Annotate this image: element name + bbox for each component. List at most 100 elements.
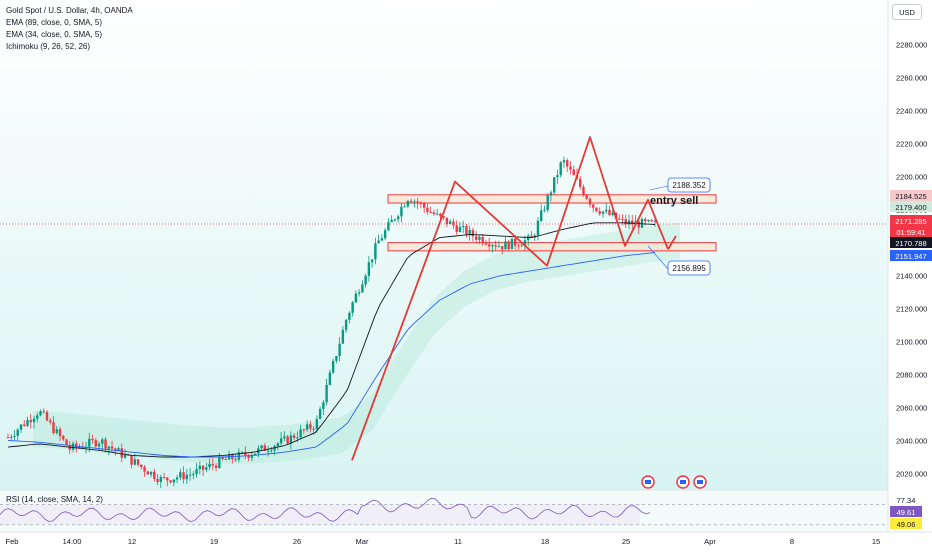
- candle-body: [621, 218, 624, 220]
- candle-body: [58, 429, 62, 436]
- target-callout-box: [667, 260, 711, 276]
- candle-body: [172, 479, 176, 483]
- candle-body: [637, 221, 640, 228]
- candle-body: [201, 465, 205, 470]
- candle-body: [605, 209, 608, 212]
- candle-body: [588, 198, 592, 205]
- symbol-title[interactable]: Gold Spot / U.S. Dollar, 4h, OANDA: [6, 6, 133, 15]
- candle-body: [123, 454, 127, 458]
- candle-body: [185, 474, 189, 480]
- ichimoku-legend[interactable]: Ichimoku (9, 26, 52, 26): [6, 42, 91, 51]
- price-badge: [890, 226, 932, 237]
- candle-body: [413, 201, 416, 203]
- candle-body: [354, 293, 358, 303]
- candle-body: [546, 195, 549, 210]
- candle-body: [166, 477, 169, 481]
- price-tick-label: 2060.000: [896, 404, 927, 413]
- candle-body: [566, 160, 569, 167]
- candle-body: [315, 418, 319, 430]
- candle-body: [374, 243, 377, 260]
- candle-body: [377, 240, 380, 244]
- candle-body: [101, 439, 104, 444]
- candle-body: [448, 221, 452, 225]
- ema-34-legend[interactable]: EMA (34, close, 0, SMA, 5): [6, 30, 103, 39]
- candle-body: [471, 230, 475, 237]
- rsi-badge-label: 77.34: [897, 496, 916, 505]
- double-top-pattern-line: [351, 136, 669, 461]
- candle-body: [234, 459, 237, 461]
- candle-body: [322, 402, 325, 409]
- rsi-badge: [890, 518, 922, 529]
- price-badge-label: 2179.400: [895, 203, 926, 212]
- candle-body: [452, 221, 455, 226]
- price-badge-label: 2171.285: [895, 217, 926, 226]
- candle-body: [13, 435, 16, 437]
- candle-body: [497, 246, 501, 248]
- price-badge-label: 2151.947: [895, 252, 926, 261]
- candle-body: [383, 230, 387, 239]
- candle-body: [387, 222, 390, 231]
- candle-body: [133, 459, 136, 465]
- rsi-legend[interactable]: RSI (14, close, SMA, 14, 2): [6, 495, 103, 504]
- candle-body: [71, 443, 75, 450]
- candle-body: [338, 343, 341, 357]
- resistance-callout-box: [667, 177, 711, 193]
- candle-body: [182, 472, 185, 480]
- candle-body: [579, 178, 582, 187]
- candle-body: [309, 424, 312, 429]
- candle-body: [156, 479, 159, 483]
- candle-body: [517, 245, 520, 247]
- time-axis-label: Apr: [704, 537, 716, 546]
- candle-body: [348, 312, 351, 320]
- candle-body: [341, 329, 345, 344]
- candle-body: [487, 244, 491, 247]
- candle-body: [94, 440, 97, 447]
- candle-body: [10, 436, 13, 438]
- candle-body: [140, 464, 143, 467]
- news-flag-stripe: [680, 480, 686, 484]
- candle-body: [325, 384, 328, 403]
- candle-body: [52, 422, 55, 434]
- candle-body: [276, 443, 280, 447]
- candle-body: [585, 194, 588, 199]
- news-flag-stripe: [645, 480, 651, 484]
- candle-body: [305, 424, 309, 430]
- candle-body: [289, 435, 293, 444]
- currency-button[interactable]: USD: [892, 4, 922, 20]
- candle-body: [432, 212, 436, 215]
- price-tick-label: 2240.000: [896, 107, 927, 116]
- candle-body: [211, 463, 215, 466]
- candle-body: [644, 219, 647, 222]
- candle-body: [91, 438, 94, 441]
- time-axis-label: Feb: [6, 537, 19, 546]
- candle-body: [244, 452, 247, 456]
- time-axis-label: 14:00: [63, 537, 82, 546]
- candle-body: [114, 448, 117, 451]
- entry-sell-label: entry sell: [650, 195, 698, 207]
- candle-body: [188, 474, 192, 476]
- price-tick-label: 2040.000: [896, 437, 927, 446]
- candle-body: [536, 220, 540, 236]
- ema-89-legend[interactable]: EMA (89, close, 0, SMA, 5): [6, 18, 103, 27]
- candle-body: [513, 238, 517, 246]
- price-badge: [890, 201, 932, 212]
- candle-body: [45, 412, 49, 421]
- candle-body: [442, 216, 445, 218]
- candle-body: [302, 429, 306, 431]
- candle-body: [559, 162, 562, 176]
- candle-body: [510, 238, 514, 250]
- resistance-callout-text: 2188.352: [672, 181, 706, 190]
- candle-body: [136, 459, 140, 465]
- candle-body: [592, 204, 595, 208]
- candle-body: [159, 476, 163, 483]
- candle-body: [205, 467, 208, 470]
- candle-body: [162, 476, 166, 478]
- candle-body: [153, 471, 156, 480]
- candle-body: [312, 428, 315, 430]
- candle-body: [149, 471, 153, 475]
- target-callout-leader: [647, 245, 669, 270]
- candle-body: [618, 218, 621, 220]
- candle-body: [403, 206, 406, 208]
